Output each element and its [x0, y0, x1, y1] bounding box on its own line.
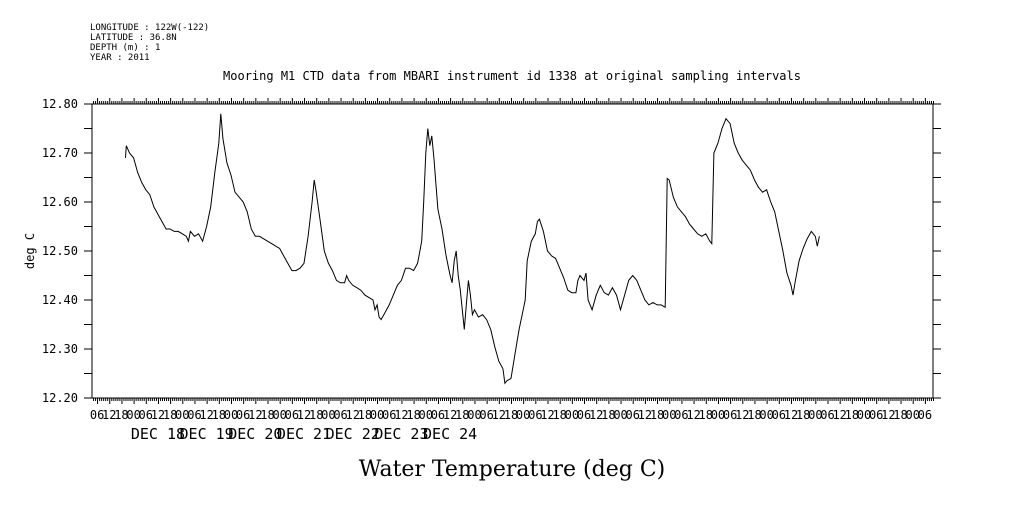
x-hour-label: 06	[236, 408, 250, 422]
x-hour-label: 12	[345, 408, 359, 422]
x-hour-label: 00	[565, 408, 579, 422]
y-tick-label: 12.60	[42, 195, 78, 209]
y-tick-label: 12.70	[42, 146, 78, 160]
x-day-label: DEC 21	[277, 425, 331, 443]
y-tick-label: 12.30	[42, 342, 78, 356]
x-day-label: DEC 23	[374, 425, 428, 443]
x-hour-label: 06	[382, 408, 396, 422]
depth-label: DEPTH (m) : 1	[90, 43, 160, 53]
x-hour-label: 12	[735, 408, 749, 422]
x-day-label: DEC 18	[131, 425, 185, 443]
x-hour-label: 00	[224, 408, 238, 422]
x-hour-label: 12	[686, 408, 700, 422]
x-hour-label: 12	[199, 408, 213, 422]
x-hour-label: 06	[577, 408, 591, 422]
x-hour-label: 06	[869, 408, 883, 422]
x-hour-label: 00	[857, 408, 871, 422]
x-hour-label: 18	[504, 408, 518, 422]
year-label: YEAR : 2011	[90, 53, 150, 63]
y-tick-labels: 12.80 12.70 12.60 12.50 12.40 12.30 12.20	[42, 97, 78, 405]
x-hour-label: 12	[102, 408, 116, 422]
x-hour-label: 12	[540, 408, 554, 422]
x-hour-label: 00	[272, 408, 286, 422]
x-hour-label: 18	[845, 408, 859, 422]
x-hour-label: 12	[492, 408, 506, 422]
x-hour-label: 06	[479, 408, 493, 422]
x-hour-label: 18	[455, 408, 469, 422]
x-hour-label: 18	[747, 408, 761, 422]
x-hour-label: 12	[151, 408, 165, 422]
water-temperature-line	[125, 113, 820, 385]
x-hour-label: 06	[625, 408, 639, 422]
x-day-label: DEC 24	[423, 425, 477, 443]
x-hour-label: 18	[650, 408, 664, 422]
y-tick-label: 12.20	[42, 391, 78, 405]
x-hour-label: 00	[467, 408, 481, 422]
x-tick-labels: 0612180006121800061218000612180006121800…	[90, 408, 932, 422]
latitude-label: LATITUDE : 36.8N	[90, 33, 177, 43]
x-hour-label: 06	[187, 408, 201, 422]
x-hour-label: 18	[212, 408, 226, 422]
x-hour-label: 06	[723, 408, 737, 422]
x-hour-label: 00	[126, 408, 140, 422]
x-hour-label: 18	[358, 408, 372, 422]
x-hour-label: 12	[248, 408, 262, 422]
x-hour-label: 00	[759, 408, 773, 422]
y-axis-label: deg C	[23, 233, 37, 269]
x-hour-label: 00	[321, 408, 335, 422]
x-day-label: DEC 22	[326, 425, 380, 443]
x-hour-label: 18	[406, 408, 420, 422]
x-hour-label: 06	[285, 408, 299, 422]
x-hour-label: 18	[309, 408, 323, 422]
x-hour-label: 18	[552, 408, 566, 422]
x-hour-label: 12	[589, 408, 603, 422]
x-hour-label: 18	[601, 408, 615, 422]
x-hour-label: 00	[808, 408, 822, 422]
x-hour-label: 06	[528, 408, 542, 422]
chart-title: Mooring M1 CTD data from MBARI instrumen…	[223, 69, 801, 83]
x-hour-label: 12	[784, 408, 798, 422]
x-day-label: DEC 20	[228, 425, 282, 443]
x-hour-label: 12	[881, 408, 895, 422]
x-hour-label: 00	[662, 408, 676, 422]
x-hour-label: 06	[431, 408, 445, 422]
x-hour-label: 00	[419, 408, 433, 422]
x-hour-label: 18	[893, 408, 907, 422]
x-hour-label: 12	[394, 408, 408, 422]
x-hour-label: 06	[772, 408, 786, 422]
x-hour-label: 06	[333, 408, 347, 422]
x-hour-label: 00	[905, 408, 919, 422]
x-hour-label: 00	[516, 408, 530, 422]
x-hour-label: 06	[918, 408, 932, 422]
longitude-label: LONGITUDE : 122W(-122)	[90, 23, 209, 33]
x-hour-label: 00	[613, 408, 627, 422]
y-tick-label: 12.50	[42, 244, 78, 258]
axis-ticks	[84, 98, 941, 404]
y-tick-label: 12.40	[42, 293, 78, 307]
x-hour-label: 00	[175, 408, 189, 422]
x-hour-label: 18	[260, 408, 274, 422]
x-hour-label: 18	[163, 408, 177, 422]
x-hour-label: 00	[370, 408, 384, 422]
x-hour-label: 00	[711, 408, 725, 422]
y-tick-label: 12.80	[42, 97, 78, 111]
x-hour-label: 12	[443, 408, 457, 422]
x-hour-label: 18	[114, 408, 128, 422]
x-hour-label: 06	[820, 408, 834, 422]
x-hour-label: 12	[638, 408, 652, 422]
x-hour-label: 06	[90, 408, 104, 422]
x-hour-label: 12	[832, 408, 846, 422]
x-hour-label: 18	[796, 408, 810, 422]
x-day-label: DEC 19	[180, 425, 234, 443]
x-hour-label: 06	[674, 408, 688, 422]
x-hour-label: 18	[699, 408, 713, 422]
x-hour-label: 12	[297, 408, 311, 422]
x-axis-caption: Water Temperature (deg C)	[359, 457, 666, 482]
x-hour-label: 06	[139, 408, 153, 422]
